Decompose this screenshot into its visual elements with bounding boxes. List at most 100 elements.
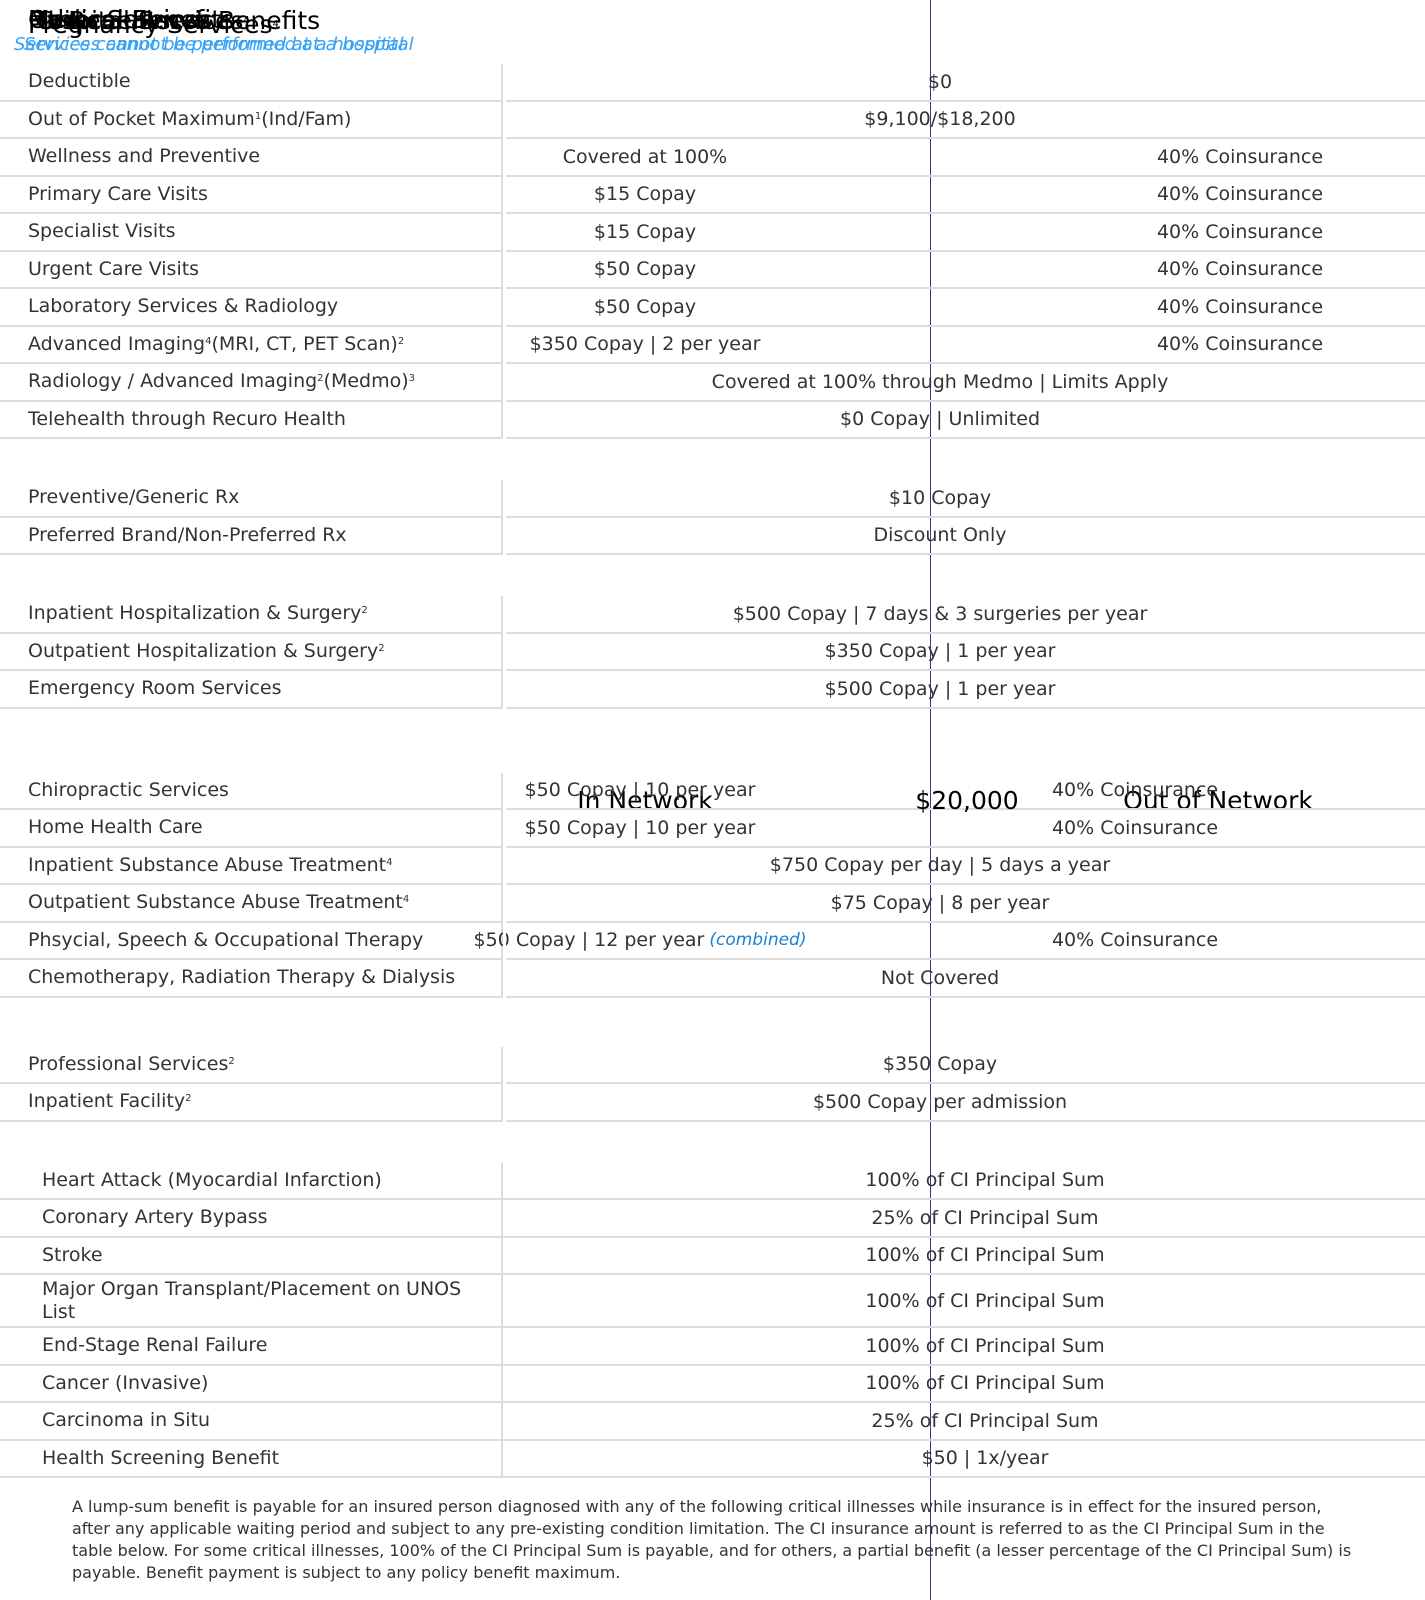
label-text: Phsycial, Speech & Occupational Therapy (28, 928, 424, 951)
value-text: $50 Copay (593, 295, 697, 318)
label: Emergency Room Services (28, 677, 281, 700)
benefit-row: Urgent Care Visits $50 Copay 40% Coinsuran… (0, 251, 1425, 289)
benefit-row: Emergency Room Services $500 Copay | 1 pe… (0, 671, 1425, 709)
benefit-value: 100% of CI Principal Sum (865, 1289, 1105, 1312)
row-label: Preferred Brand/Non-Preferred Rx (0, 517, 503, 553)
benefit-value: 100% of CI Principal Sum (865, 1244, 1105, 1267)
benefit-row: Laboratory Services & Radiology $50 Copay… (0, 289, 1425, 327)
row-label: Preventive/Generic Rx (0, 480, 503, 516)
label-text: Out of Pocket Maximum (28, 107, 255, 130)
row-label: Advanced Imaging4(MRI, CT, PET Scan)2 (0, 326, 503, 362)
section-title: Pregnancy Services 4 (28, 0, 279, 49)
label: Carcinoma in Situ (42, 1409, 210, 1432)
benefit-row: Stroke 100% of CI Principal Sum (0, 1237, 1425, 1275)
out-network-value: 40% Coinsurance (1051, 779, 1219, 802)
benefit-row: Out of Pocket Maximum1(Ind/Fam) $9,100/$1… (0, 101, 1425, 139)
label-text: Home Health Care (28, 816, 203, 839)
footnote: A lump-sum benefit is payable for an ins… (72, 1497, 1352, 1582)
row-label: Home Health Care (0, 810, 503, 846)
superscript: 4 (243, 15, 250, 26)
label-text: Inpatient Substance Abuse Treatment (28, 853, 387, 876)
benefit-value: 25% of CI Principal Sum (871, 1206, 1099, 1229)
out-network-value: 40% Coinsurance (1156, 295, 1324, 318)
label-text: Pregnancy Services (28, 10, 273, 39)
label: Radiology / Advanced Imaging2(Medmo)3 (28, 370, 415, 393)
row-label: Primary Care Visits (0, 176, 503, 212)
header-value: $20,000 (915, 785, 1019, 815)
label-text: Radiology / Advanced Imaging (28, 370, 318, 393)
section-title: Medical Benefits (28, 4, 234, 34)
value-text: $50 Copay (593, 258, 697, 281)
benefit-row: Carcinoma in Situ 25% of CI Principal Sum (0, 1403, 1425, 1441)
benefit-row: Chiropractic Services $50 Copay | 10 per … (0, 772, 1425, 810)
section-header: Rx Benefits 5 (0, 6, 1425, 105)
section-title: Rx Benefits 5 (28, 0, 177, 41)
label-text: Outpatient Hospitalization & Surgery (28, 639, 379, 662)
value-text: $15 Copay (593, 183, 697, 206)
row-label: Laboratory Services & Radiology (0, 289, 503, 325)
in-network-value: $50 Copay | 12 per year (combined) (474, 923, 807, 959)
label-text: Critical Illness Benefits (36, 6, 321, 35)
benefit-row: Advanced Imaging4(MRI, CT, PET Scan)2 $35… (0, 326, 1425, 364)
benefit-row: Inpatient Facility2 $500 Copay per admiss… (0, 1084, 1425, 1122)
benefit-row: Wellness and Preventive Covered at 100% 40… (0, 139, 1425, 177)
label: Laboratory Services & Radiology (28, 295, 338, 318)
in-network-value: Covered at 100% (563, 139, 727, 175)
benefit-row: Inpatient Substance Abuse Treatment4 $750… (0, 847, 1425, 885)
row-label: Inpatient Substance Abuse Treatment4 (0, 847, 503, 883)
label: End-Stage Renal Failure (42, 1334, 267, 1357)
out-network-value: 40% Coinsurance (1156, 183, 1324, 206)
benefit-row: Inpatient Hospitalization & Surgery2 $500… (0, 596, 1425, 634)
value-text: $350 Copay | 2 per year (529, 333, 761, 356)
label-text: Major Organ Transplant/Placement on UNOS… (42, 1277, 462, 1323)
out-network-value: 40% Coinsurance (1051, 929, 1219, 952)
row-label: Telehealth through Recuro Health (0, 401, 503, 437)
benefit-value: $10 Copay (888, 486, 992, 509)
label: Preferred Brand/Non-Preferred Rx (28, 524, 347, 547)
section-header: Hospital Services 4 (0, 6, 1425, 146)
row-label: Outpatient Substance Abuse Treatment4 (0, 885, 503, 921)
value-text: $50 Copay | 10 per year (524, 779, 756, 802)
label-text: Carcinoma in Situ (42, 1409, 211, 1432)
label-text: Cancer (Invasive) (42, 1371, 209, 1394)
row-label: Health Screening Benefit (0, 1440, 503, 1476)
label-text: Chemotherapy, Radiation Therapy & Dialys… (28, 966, 456, 989)
value-text: $50 Copay | 12 per year (473, 929, 705, 952)
superscript: 4 (272, 19, 279, 30)
label-text: Telehealth through Recuro Health (28, 407, 346, 430)
label-text: Stroke (42, 1243, 103, 1266)
value-note: (combined) (709, 930, 807, 951)
benefit-row: Specialist Visits $15 Copay 40% Coinsuranc… (0, 214, 1425, 252)
row-label: Deductible (0, 64, 503, 100)
section-header: Pregnancy Services 4 (0, 10, 1425, 259)
benefit-value: 100% of CI Principal Sum (865, 1169, 1105, 1192)
row-label: Out of Pocket Maximum1(Ind/Fam) (0, 101, 503, 137)
benefit-value: Discount Only (873, 524, 1007, 547)
value-text: $15 Copay (593, 220, 697, 243)
benefit-value: $9,100/$18,200 (864, 108, 1016, 131)
superscript: 4 (205, 335, 212, 347)
in-network-value: $50 Copay | 10 per year (525, 810, 756, 846)
benefit-row: Health Screening Benefit $50 | 1x/year (0, 1440, 1425, 1478)
row-label: Urgent Care Visits (0, 251, 503, 287)
label: Inpatient Hospitalization & Surgery2 (28, 602, 368, 625)
superscript: 2 (378, 642, 385, 654)
label-text: (Ind/Fam) (261, 107, 352, 130)
label: Phsycial, Speech & Occupational Therapy (28, 929, 423, 952)
section-title: Critical Illness Benefits (36, 0, 320, 41)
label: Outpatient Substance Abuse Treatment4 (28, 891, 409, 914)
section-subtitle: Services cannot be performed at a hospit… (14, 34, 404, 55)
benefit-value: $0 (927, 70, 953, 93)
in-network-value: $50 Copay (594, 289, 696, 325)
out-network-value: 40% Coinsurance (1156, 220, 1324, 243)
in-network-value: $50 Copay | 10 per year (525, 773, 756, 809)
in-network-value: $350 Copay | 2 per year (530, 327, 761, 363)
label-text: Heart Attack (Myocardial Infarction) (42, 1168, 382, 1191)
benefit-row: Heart Attack (Myocardial Infarction) 100%… (0, 1162, 1425, 1200)
label-text: Rx Benefits (28, 6, 171, 35)
label: Inpatient Substance Abuse Treatment4 (28, 854, 392, 877)
row-label: Emergency Room Services (0, 671, 503, 707)
section-title: Hospital Services 4 (28, 0, 250, 41)
